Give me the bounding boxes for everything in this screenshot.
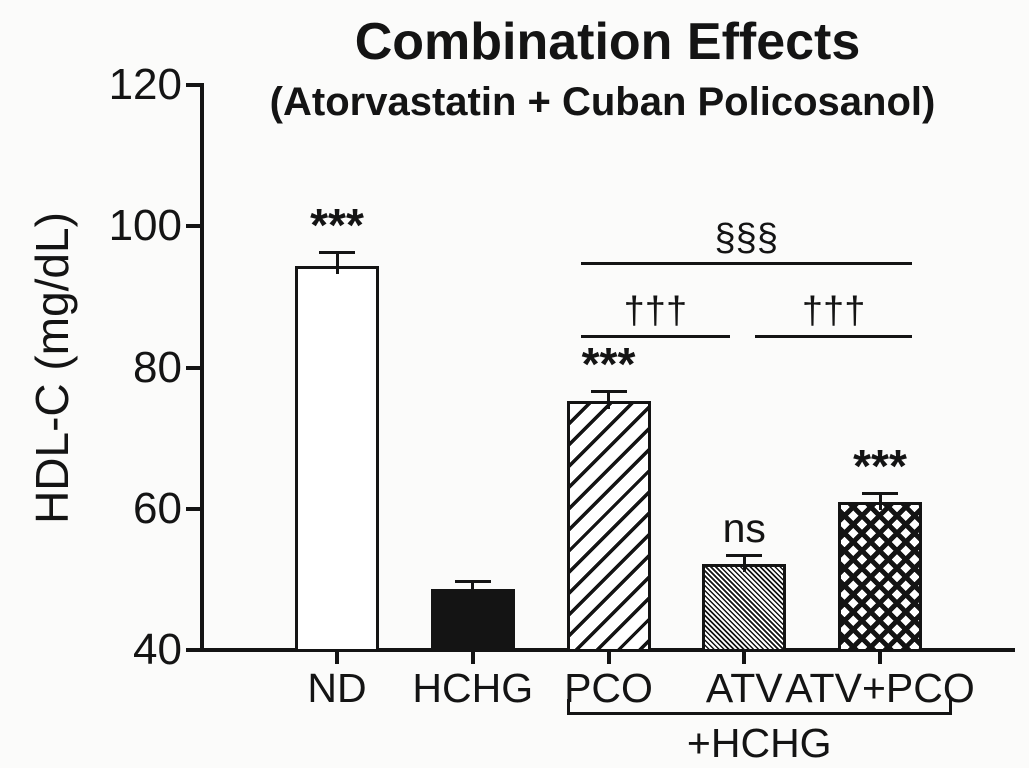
bar-atv	[702, 563, 787, 652]
error-bar-cap-pco	[590, 389, 627, 393]
error-bar-cap-atv-pco	[862, 492, 898, 496]
error-bar-pco	[607, 390, 610, 410]
x-label-nd: ND	[307, 665, 367, 711]
x-tick-hchg	[470, 652, 475, 664]
y-tick-100	[186, 224, 200, 229]
error-bar-cap-nd	[319, 251, 355, 255]
x-tick-atv-pco	[878, 652, 882, 664]
bracket-label-2: †††	[801, 290, 866, 332]
y-tick-label-40: 40	[133, 625, 182, 674]
bracket-label-0: §§§	[714, 217, 778, 259]
sig-label-atv-pco: ***	[853, 440, 907, 493]
group-bracket-left-tick	[566, 699, 570, 714]
error-bar-atv	[742, 554, 746, 572]
group-bracket-label: +HCHG	[686, 720, 832, 766]
y-tick-60	[186, 506, 200, 511]
bracket-label-1: †††	[623, 290, 688, 332]
y-tick-40	[186, 648, 200, 652]
y-tick-label-120: 120	[108, 60, 182, 109]
bracket-line-1	[580, 335, 731, 338]
error-bar-hchg	[471, 580, 475, 598]
chart-subtitle: (Atorvastatin + Cuban Policosanol)	[269, 80, 936, 124]
bracket-line-2	[755, 335, 912, 338]
y-tick-label-60: 60	[133, 483, 182, 533]
bar-atv-pco	[838, 501, 922, 652]
bar-pco	[566, 401, 651, 652]
error-bar-cap-atv	[726, 553, 763, 557]
error-bar-nd	[335, 252, 339, 274]
sig-label-atv: ns	[722, 504, 766, 551]
x-tick-nd	[335, 652, 339, 664]
error-bar-atv-pco	[878, 493, 882, 510]
bar-hchg	[430, 589, 515, 652]
x-label-pco: PCO	[564, 665, 653, 711]
x-tick-atv	[742, 652, 747, 664]
bracket-line-0	[580, 262, 912, 265]
group-bracket-right-tick	[949, 699, 952, 714]
y-axis-line	[200, 83, 204, 652]
x-tick-pco	[606, 652, 611, 664]
x-label-atv-pco: ATV+PCO	[785, 665, 975, 711]
sig-label-nd: ***	[310, 199, 364, 252]
x-label-atv: ATV	[705, 665, 783, 711]
x-label-hchg: HCHG	[412, 665, 534, 711]
y-tick-label-100: 100	[108, 201, 182, 251]
group-bracket-line	[566, 712, 952, 715]
bar-nd	[295, 265, 379, 652]
y-tick-label-80: 80	[133, 342, 182, 392]
chart-title: Combination Effects	[354, 13, 861, 71]
sig-label-pco: ***	[581, 337, 636, 390]
y-tick-120	[186, 83, 200, 87]
error-bar-cap-hchg	[454, 579, 491, 583]
y-tick-80	[186, 365, 200, 370]
